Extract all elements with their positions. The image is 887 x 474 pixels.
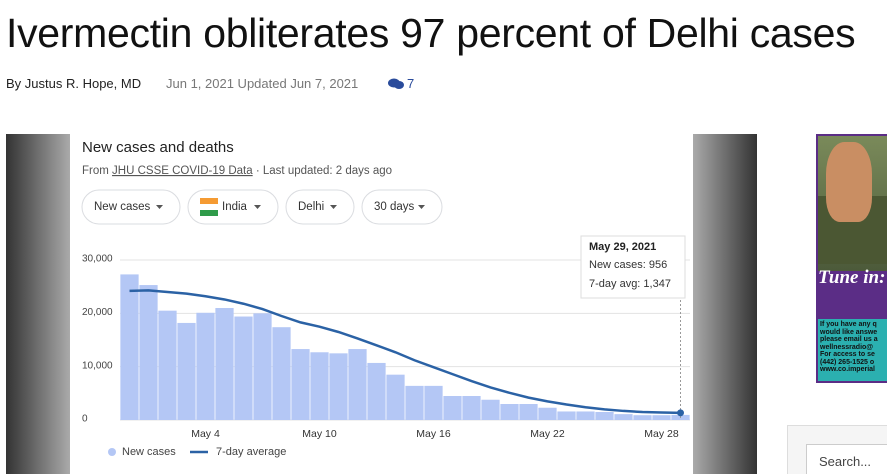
bar bbox=[291, 349, 310, 420]
y-tick-label: 20,000 bbox=[82, 307, 113, 318]
bar bbox=[158, 310, 177, 420]
filter-button[interactable]: Delhi bbox=[285, 189, 355, 225]
comment-icon[interactable] bbox=[388, 77, 404, 91]
author[interactable]: By Justus R. Hope, MD bbox=[6, 76, 142, 91]
bar bbox=[519, 404, 538, 420]
filter-label: Delhi bbox=[298, 201, 324, 213]
x-tick-label: May 28 bbox=[644, 428, 679, 440]
vignette bbox=[693, 134, 757, 474]
comment-count[interactable]: 7 bbox=[407, 76, 415, 91]
x-tick-label: May 16 bbox=[416, 428, 451, 440]
bar bbox=[367, 362, 386, 420]
bar bbox=[405, 385, 424, 420]
bar bbox=[196, 312, 215, 420]
bar bbox=[538, 407, 557, 420]
tooltip-row: 7-day avg: 1,347 bbox=[589, 278, 671, 290]
bar bbox=[386, 374, 405, 420]
x-tick-label: May 22 bbox=[530, 428, 565, 440]
ad-line: please email us a bbox=[820, 336, 878, 343]
dropdown-arrow bbox=[418, 205, 425, 209]
filter-label: 30 days bbox=[374, 201, 415, 213]
legend-label: 7-day average bbox=[216, 446, 286, 458]
y-tick-label: 0 bbox=[82, 414, 88, 425]
flag bbox=[200, 210, 218, 216]
y-tick-label: 10,000 bbox=[82, 360, 113, 371]
y-tick-label: 30,000 bbox=[82, 254, 113, 265]
legend-label: New cases bbox=[122, 446, 176, 458]
dropdown-arrow bbox=[156, 205, 163, 209]
dropdown-arrow bbox=[254, 205, 261, 209]
ad-heading: Tune in: bbox=[818, 267, 886, 288]
bar bbox=[576, 411, 595, 420]
bar bbox=[443, 396, 462, 420]
tooltip bbox=[580, 235, 686, 299]
flag bbox=[200, 198, 218, 204]
filter-box bbox=[81, 189, 181, 225]
ad-line: If you have any q bbox=[820, 321, 877, 328]
ad-banner[interactable]: Tune in: If you have any q would like ans… bbox=[816, 134, 887, 383]
bar bbox=[120, 274, 139, 420]
bar bbox=[234, 316, 253, 420]
tooltip-row: New cases: 956 bbox=[589, 259, 667, 271]
dates: Jun 1, 2021 Updated Jun 7, 2021 bbox=[166, 76, 359, 91]
ad-line: www.co.imperial bbox=[820, 366, 875, 373]
bar bbox=[310, 352, 329, 420]
bar bbox=[652, 415, 671, 420]
bar bbox=[481, 399, 500, 420]
filter-box bbox=[285, 189, 355, 225]
ad-line: (442) 265-1525 o bbox=[820, 358, 875, 366]
ad-line: wellnessradio@ bbox=[820, 343, 874, 351]
bar bbox=[177, 322, 196, 420]
dropdown-arrow bbox=[330, 205, 337, 209]
x-tick-label: May 10 bbox=[302, 428, 337, 440]
filter-box bbox=[361, 189, 443, 225]
bar bbox=[500, 404, 519, 420]
search-panel: Search... bbox=[787, 425, 887, 474]
bar bbox=[595, 412, 614, 420]
bar bbox=[253, 313, 272, 420]
bar bbox=[614, 414, 633, 420]
article-title: Ivermectin obliterates 97 percent of Del… bbox=[6, 10, 856, 56]
filter-label: India bbox=[222, 201, 248, 213]
vignette bbox=[6, 134, 70, 474]
flag bbox=[200, 204, 218, 210]
legend-swatch bbox=[108, 448, 116, 456]
tooltip-title: May 29, 2021 bbox=[589, 241, 656, 253]
bar bbox=[348, 349, 367, 420]
search-input[interactable]: Search... bbox=[806, 444, 887, 474]
filter-button[interactable]: India bbox=[187, 189, 279, 225]
ad-line: For access to se bbox=[820, 351, 875, 358]
bar bbox=[329, 353, 348, 420]
bar bbox=[462, 396, 481, 420]
ad-line: would like answe bbox=[820, 328, 878, 336]
bar bbox=[633, 415, 652, 420]
chart-image: New cases and deaths From JHU CSSE COVID… bbox=[6, 134, 757, 474]
filter-label: New cases bbox=[94, 201, 150, 213]
hover-point bbox=[677, 409, 684, 417]
source: From JHU CSSE COVID-19 Data · Last updat… bbox=[82, 165, 392, 177]
filter-button[interactable]: 30 days bbox=[361, 189, 443, 225]
bar bbox=[557, 411, 576, 420]
ad-text: If you have any q would like answe please … bbox=[818, 319, 887, 381]
bar bbox=[139, 285, 158, 420]
bar bbox=[272, 327, 291, 420]
filter-button[interactable]: New cases bbox=[81, 189, 181, 225]
bar bbox=[424, 385, 443, 420]
bar bbox=[215, 308, 234, 420]
x-tick-label: May 4 bbox=[191, 428, 220, 440]
line bbox=[129, 289, 681, 415]
chart-title: New cases and deaths bbox=[82, 139, 234, 156]
